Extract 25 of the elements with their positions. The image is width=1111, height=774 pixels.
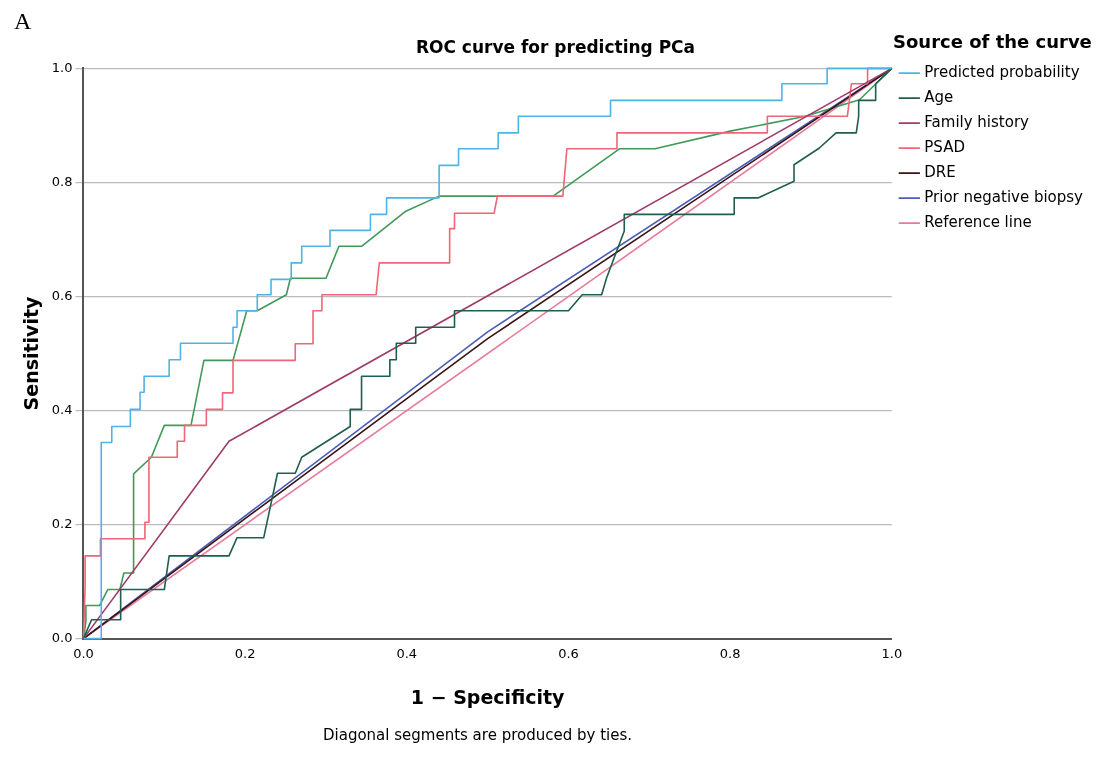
legend-label: Reference line — [924, 212, 1032, 231]
y-tick-label: 0.6 — [51, 287, 73, 303]
y-tick-label: 0.8 — [51, 173, 73, 189]
y-axis-title: Sensitivity — [20, 295, 43, 411]
x-tick-label: 0.6 — [558, 645, 579, 661]
x-tick-label: 0.8 — [719, 645, 741, 661]
x-tick-label: 0.2 — [234, 645, 256, 661]
legend-label: PSAD — [924, 137, 965, 156]
legend-label: Predicted probability — [924, 62, 1080, 81]
x-tick-label: 1.0 — [881, 645, 903, 661]
legend-label: Age — [924, 87, 954, 106]
text: Diagonal segments are produced by ties. — [323, 726, 633, 744]
chart-title: ROC curve for predicting PCa — [415, 36, 696, 57]
legend-label: DRE — [924, 162, 956, 181]
y-tick-label: 0.4 — [51, 401, 73, 417]
legend-label: Prior negative biopsy — [924, 187, 1084, 206]
x-tick-label: 0.0 — [73, 645, 94, 661]
text: A — [14, 8, 32, 34]
legend-label: Family history — [924, 112, 1030, 131]
y-tick-label: 0.2 — [51, 515, 73, 531]
y-tick-label: 0.0 — [51, 629, 73, 645]
y-tick-label: 1.0 — [51, 59, 73, 75]
legend-title: Source of the curve — [893, 30, 1092, 52]
x-tick-label: 0.4 — [396, 645, 418, 661]
x-axis-title: 1 − Specificity — [410, 685, 566, 708]
